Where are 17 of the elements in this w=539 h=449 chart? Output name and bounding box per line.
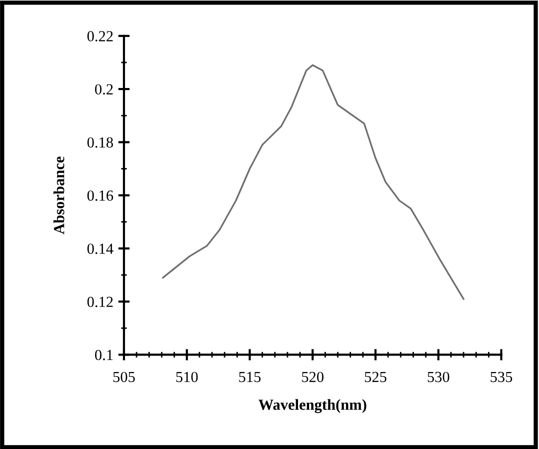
line-series — [162, 64, 464, 300]
y-tick-label: 0.12 — [87, 296, 113, 308]
x-tick-label: 525 — [364, 372, 386, 382]
x-tick-label: 520 — [302, 372, 324, 382]
x-axis-title: Wavelength(nm) — [258, 399, 366, 414]
x-tick-label: 510 — [176, 372, 198, 382]
x-tick-label: 530 — [428, 372, 450, 382]
y-tick-label: 0.22 — [87, 31, 113, 42]
y-tick-label: 0.1 — [95, 350, 113, 360]
y-tick-label: 0.2 — [95, 84, 113, 95]
y-tick-label: 0.18 — [87, 137, 113, 148]
y-axis-title: Absorbance — [54, 156, 64, 234]
x-tick-label: 535 — [490, 372, 512, 382]
x-tick-label: 505 — [113, 372, 135, 382]
y-tick-label: 0.14 — [87, 244, 114, 254]
y-tick-label: 0.16 — [87, 190, 114, 201]
x-tick-label: 515 — [239, 372, 261, 382]
